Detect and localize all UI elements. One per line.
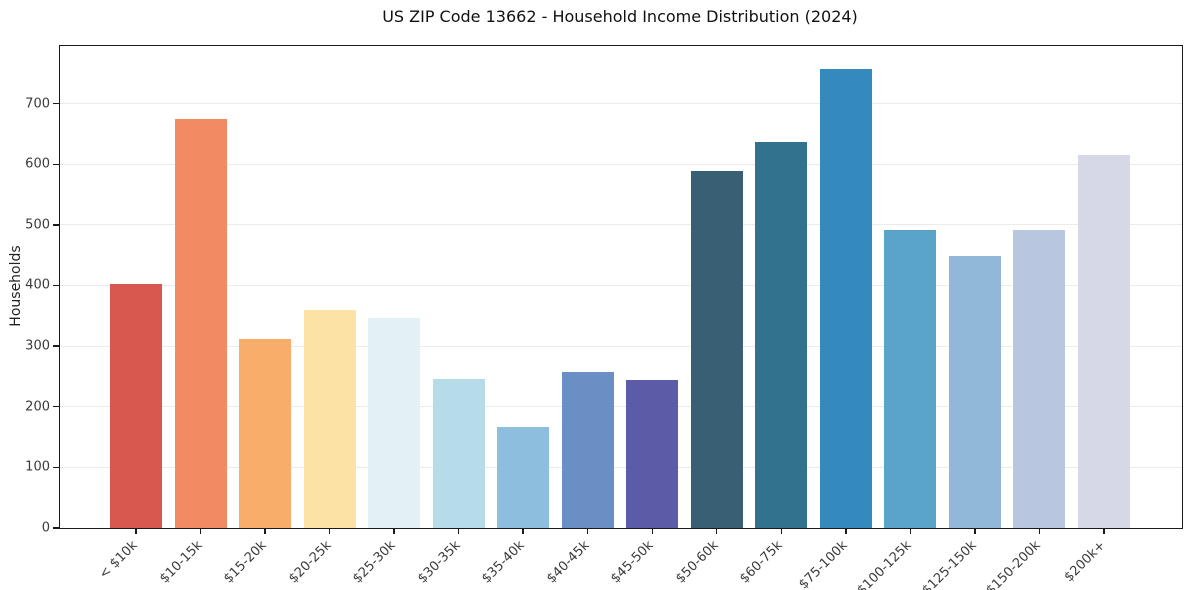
x-tick-mark-10k	[135, 528, 137, 534]
bar-35-40k	[497, 427, 550, 528]
bar-150-200k	[1013, 229, 1066, 528]
gridline-200	[60, 406, 1182, 408]
bar-25-30k	[368, 318, 421, 528]
bar-200k	[1077, 155, 1130, 528]
bar-45-50k	[626, 380, 679, 528]
bar-10k	[110, 283, 162, 528]
x-tick-mark-100-125k	[909, 528, 912, 534]
x-tick-mark-50-60k	[716, 528, 718, 534]
y-tick-mark-400	[53, 284, 59, 287]
x-tick-mark-10-15k	[199, 528, 202, 534]
x-tick-mark-25-30k	[393, 528, 395, 534]
bar-40-45k	[561, 371, 614, 528]
x-tick-mark-45-50k	[651, 528, 653, 534]
bar-75-100k	[819, 69, 872, 528]
bar-15-20k	[239, 339, 292, 528]
bar-100-125k	[884, 229, 937, 528]
gridline-500	[60, 224, 1182, 226]
bar-60-75k	[755, 141, 808, 528]
x-tick-mark-35-40k	[522, 528, 524, 534]
y-tick-label-400: 400	[25, 277, 50, 293]
chart-title: US ZIP Code 13662 - Household Income Dis…	[382, 7, 858, 26]
y-tick-label-100: 100	[25, 459, 50, 475]
y-tick-label-0: 0	[41, 520, 50, 536]
y-tick-label-700: 700	[25, 96, 50, 112]
gridline-600	[60, 163, 1182, 165]
bar-125-150k	[948, 255, 1001, 528]
gridline-300	[60, 345, 1182, 347]
x-tick-mark-75-100k	[845, 528, 847, 534]
x-tick-mark-125-150k	[974, 528, 976, 534]
gridline-700	[60, 103, 1182, 105]
bar-20-25k	[303, 310, 356, 528]
bar-10-15k	[174, 119, 227, 528]
bar-30-35k	[432, 379, 485, 528]
bar-50-60k	[690, 170, 743, 528]
gridline-400	[60, 284, 1182, 286]
y-tick-mark-700	[53, 102, 59, 105]
x-tick-mark-40-45k	[587, 528, 589, 534]
x-tick-mark-60-75k	[780, 528, 782, 534]
x-tick-mark-30-35k	[457, 528, 460, 534]
y-tick-mark-200	[53, 406, 59, 408]
plot-area: 0 100 200 300 400 500 600 700 < $10k $10-15k $15-2…	[25, 45, 1183, 590]
gridline-100	[60, 466, 1182, 468]
x-tick-mark-15-20k	[264, 528, 266, 534]
y-tick-mark-100	[53, 466, 59, 469]
y-tick-label-500: 500	[25, 217, 50, 233]
y-tick-mark-500	[53, 224, 59, 226]
x-tick-mark-20-25k	[328, 528, 331, 534]
x-tick-label-10k: < $10k	[96, 538, 141, 583]
y-tick-label-600: 600	[25, 156, 50, 172]
y-tick-mark-300	[53, 345, 59, 347]
y-tick-label-300: 300	[25, 338, 50, 354]
y-tick-mark-600	[53, 163, 59, 165]
x-tick-mark-200k	[1103, 528, 1105, 534]
y-tick-mark-0	[53, 527, 59, 529]
y-tick-label-200: 200	[25, 399, 50, 415]
x-tick-mark-150-200k	[1038, 528, 1041, 534]
